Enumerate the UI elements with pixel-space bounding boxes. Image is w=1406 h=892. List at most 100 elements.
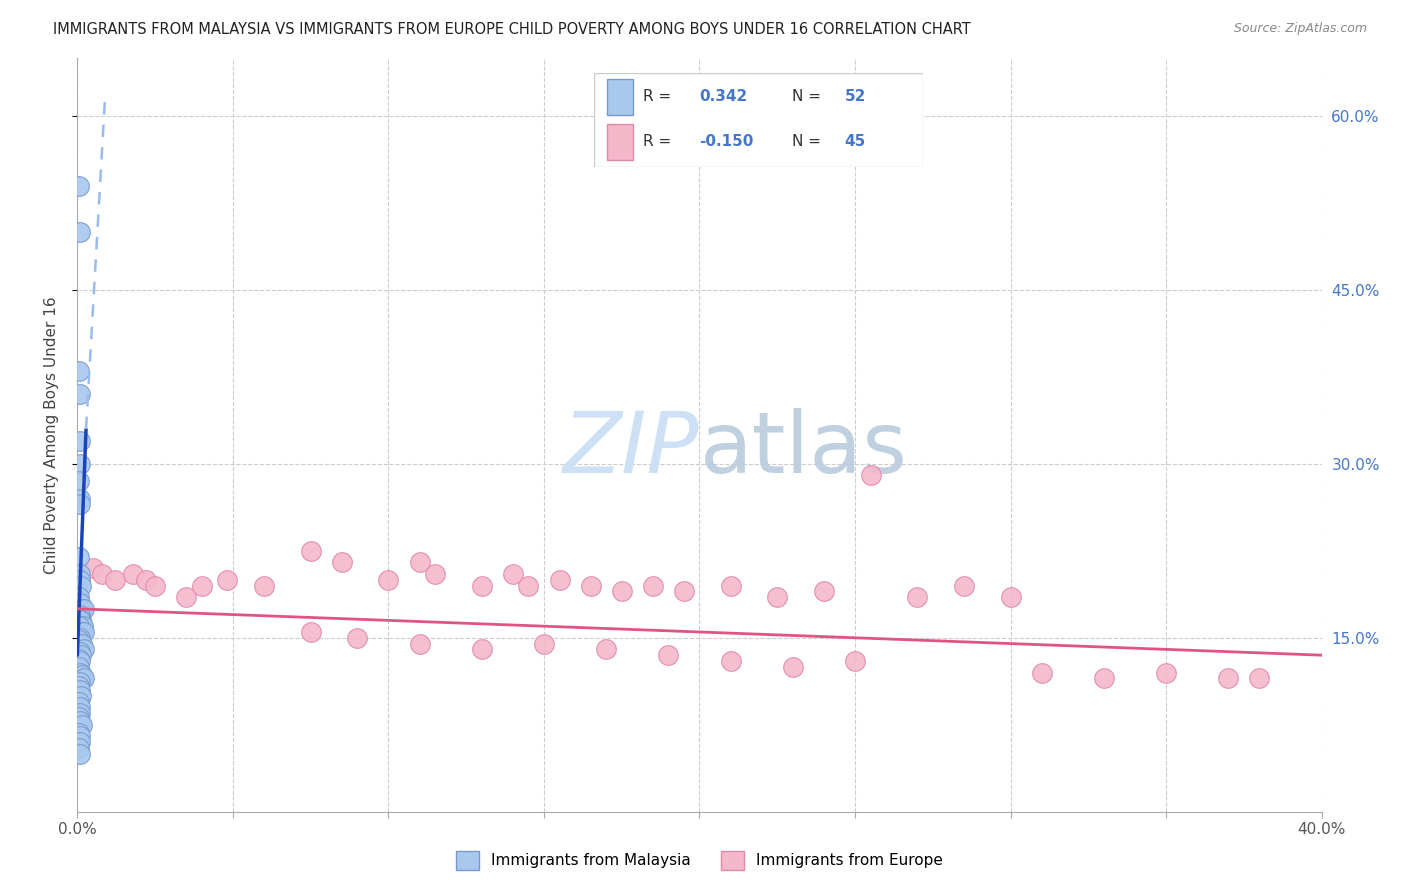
Point: [70, 668, 93, 682]
Point: [70, 637, 93, 651]
Point: [69, 706, 91, 721]
Point: [641, 579, 664, 593]
Point: [191, 579, 214, 593]
Point: [953, 579, 976, 593]
Point: [1000, 591, 1022, 605]
Point: [408, 637, 430, 651]
Point: [67, 660, 90, 674]
Point: [72, 642, 94, 657]
Point: [548, 573, 571, 587]
Point: [69, 735, 91, 749]
Point: [69, 700, 91, 714]
Point: [502, 567, 524, 582]
Point: [67, 475, 90, 489]
Point: [299, 624, 322, 639]
Point: [69, 665, 91, 680]
Point: [1218, 671, 1240, 685]
Point: [69, 387, 91, 401]
Point: [1092, 671, 1115, 685]
Point: [69, 637, 91, 651]
Point: [844, 654, 866, 668]
Point: [69, 596, 91, 610]
Point: [69, 573, 91, 587]
Point: [720, 654, 742, 668]
Point: [72, 624, 94, 639]
Point: [423, 567, 446, 582]
Point: [69, 747, 91, 761]
Point: [69, 645, 91, 659]
Point: [70, 624, 93, 639]
Point: [174, 591, 197, 605]
Point: [69, 498, 91, 512]
Point: [330, 555, 353, 570]
Point: [69, 654, 91, 668]
Point: [69, 457, 91, 471]
Point: [610, 584, 633, 599]
Point: [72, 619, 94, 633]
Point: [70, 579, 93, 593]
Point: [67, 549, 90, 564]
Point: [104, 573, 127, 587]
Point: [72, 671, 94, 685]
Point: [67, 633, 90, 648]
Point: [1249, 671, 1271, 685]
Point: [1031, 665, 1053, 680]
Point: [67, 178, 90, 193]
Point: [346, 631, 368, 645]
Point: [69, 674, 91, 689]
Y-axis label: Child Poverty Among Boys Under 16: Child Poverty Among Boys Under 16: [44, 296, 59, 574]
Point: [82, 561, 104, 575]
Point: [299, 544, 322, 558]
Point: [72, 602, 94, 616]
Point: [67, 680, 90, 694]
Point: [67, 740, 90, 755]
Point: [69, 607, 91, 622]
Point: [69, 567, 91, 582]
Point: [67, 651, 90, 665]
Point: [122, 567, 145, 582]
Point: [67, 619, 90, 633]
Point: [67, 364, 90, 378]
Text: Source: ZipAtlas.com: Source: ZipAtlas.com: [1233, 22, 1367, 36]
Point: [782, 660, 804, 674]
Text: IMMIGRANTS FROM MALAYSIA VS IMMIGRANTS FROM EUROPE CHILD POVERTY AMONG BOYS UNDE: IMMIGRANTS FROM MALAYSIA VS IMMIGRANTS F…: [53, 22, 972, 37]
Point: [67, 694, 90, 708]
Point: [69, 683, 91, 698]
Point: [813, 584, 835, 599]
Point: [67, 591, 90, 605]
Point: [135, 573, 157, 587]
Text: ZIP: ZIP: [564, 409, 700, 491]
Point: [69, 225, 91, 239]
Point: [859, 468, 882, 483]
Legend: Immigrants from Malaysia, Immigrants from Europe: Immigrants from Malaysia, Immigrants fro…: [450, 845, 949, 876]
Point: [657, 648, 679, 662]
Point: [67, 709, 90, 723]
Point: [720, 579, 742, 593]
Point: [69, 614, 91, 628]
Point: [377, 573, 399, 587]
Point: [408, 555, 430, 570]
Point: [1154, 665, 1177, 680]
Point: [672, 584, 695, 599]
Point: [766, 591, 789, 605]
Point: [67, 726, 90, 740]
Point: [70, 602, 93, 616]
Text: atlas: atlas: [700, 409, 907, 491]
Point: [70, 614, 93, 628]
Point: [471, 642, 494, 657]
Point: [69, 714, 91, 729]
Point: [69, 434, 91, 448]
Point: [471, 579, 494, 593]
Point: [69, 491, 91, 506]
Point: [70, 689, 93, 703]
Point: [905, 591, 928, 605]
Point: [517, 579, 540, 593]
Point: [533, 637, 555, 651]
Point: [579, 579, 602, 593]
Point: [215, 573, 238, 587]
Point: [69, 730, 91, 744]
Point: [91, 567, 114, 582]
Point: [69, 631, 91, 645]
Point: [70, 717, 93, 731]
Point: [70, 648, 93, 662]
